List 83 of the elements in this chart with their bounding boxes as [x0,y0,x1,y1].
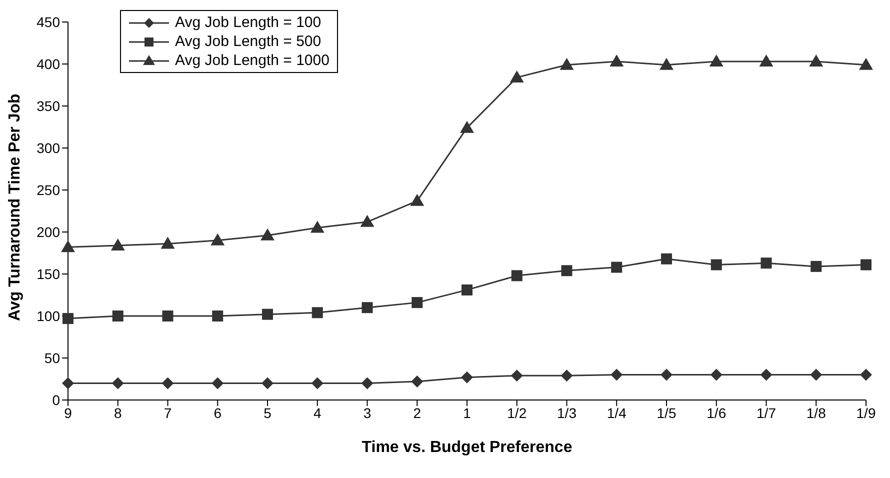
point [212,377,224,390]
point [561,265,572,276]
y-tick-label: 450 [36,14,60,30]
point [110,238,125,250]
point [511,270,522,282]
y-tick-label: 400 [36,56,60,72]
point [362,302,373,314]
point [809,54,824,66]
point [461,371,473,384]
point [260,228,274,240]
x-tick-label: 1/8 [806,404,826,421]
point [510,370,523,382]
point [460,120,474,133]
point [160,236,175,249]
legend-label: Avg Job Length = 1000 [175,52,330,69]
y-tick-label: 250 [36,182,60,198]
legend-label: Avg Job Length = 500 [175,33,322,50]
point [859,58,873,70]
point [510,70,524,82]
point [412,297,423,308]
point [112,310,124,322]
point [61,240,75,252]
x-tick-label: 7 [164,404,172,421]
point [710,259,722,270]
y-tick-label: 0 [52,392,60,408]
point [212,310,224,322]
point [759,54,774,66]
point [310,220,324,233]
point [660,58,674,70]
x-tick-label: 1/2 [507,404,527,421]
point [262,308,273,320]
y-tick-label: 50 [44,350,60,366]
point [661,253,672,264]
point [162,377,174,390]
point [860,259,872,270]
x-axis-title: Time vs. Budget Preference [362,439,572,456]
x-tick-label: 9 [64,404,72,421]
point [760,368,772,381]
point [560,58,574,70]
x-tick-label: 5 [264,404,272,421]
x-tick-label: 1/3 [557,404,577,421]
point [112,377,124,390]
x-tick-label: 1/5 [656,404,676,421]
x-tick-label: 1/6 [706,404,726,421]
point [810,368,822,381]
y-tick-label: 200 [36,224,60,240]
x-tick-label: 3 [363,404,372,421]
point [262,377,274,390]
point [760,258,772,269]
point [611,262,622,273]
x-tick-label: 1 [463,404,472,421]
point [410,194,424,206]
point [710,368,722,381]
point [411,376,424,388]
x-tick-label: 1/4 [606,404,627,421]
point [361,377,374,390]
point [860,368,872,381]
point [162,310,174,322]
point [210,233,225,246]
point [610,368,623,381]
point [311,377,324,390]
x-tick-label: 4 [313,404,322,421]
x-tick-label: 8 [114,404,122,421]
point [610,54,624,66]
point [62,313,74,324]
point [709,54,724,66]
y-tick-label: 100 [36,308,60,324]
point [312,307,323,318]
point [810,260,822,272]
point [660,368,672,381]
y-tick-label: 350 [36,98,60,114]
point [360,214,374,227]
y-tick-label: 300 [36,140,60,156]
y-tick-label: 150 [36,266,60,282]
x-tick-label: 1/9 [856,404,876,421]
point [62,377,74,390]
point [560,370,573,382]
x-tick-label: 2 [413,404,422,421]
y-axis-title: Avg Turnaround Time Per Job [6,93,24,321]
x-tick-label: 1/7 [756,404,776,421]
legend-label: Avg Job Length = 100 [175,14,322,31]
x-tick-label: 6 [214,404,222,421]
point [462,284,472,296]
